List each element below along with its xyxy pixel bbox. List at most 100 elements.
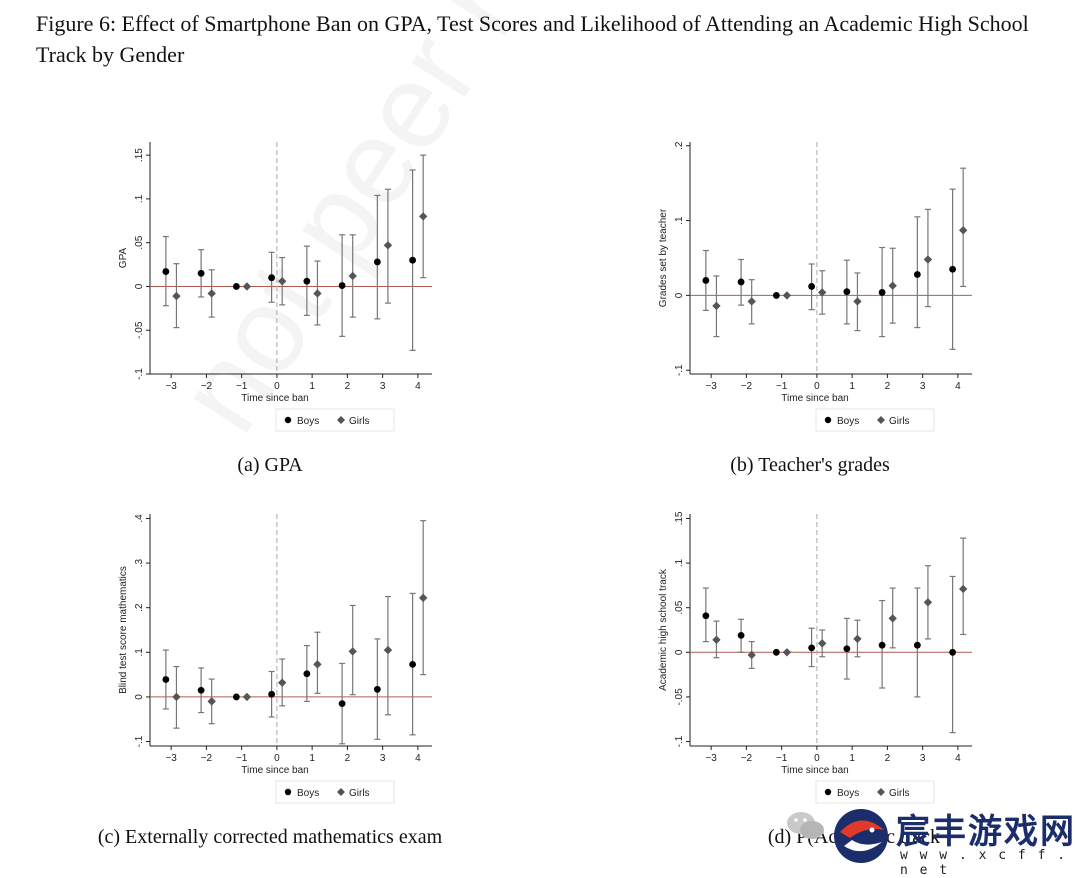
x-tick-label: 3 [920, 381, 926, 392]
point-boys [878, 289, 886, 296]
x-tick-label: 4 [955, 753, 961, 764]
x-tick-label: 3 [380, 381, 386, 392]
point-boys [197, 269, 205, 277]
x-tick-label: 2 [885, 753, 891, 764]
point-girls [958, 226, 968, 235]
point-girls [888, 614, 897, 623]
point-boys [268, 274, 276, 282]
y-tick-label: -.05 [134, 321, 145, 339]
point-girls [313, 289, 322, 298]
y-tick-label: 0 [134, 694, 145, 700]
point-boys [949, 265, 957, 273]
point-girls [923, 598, 933, 607]
panel-a: -.1 -.05 0 .05 .1 .15 −3 −2 −1 0 1 2 3 4 Time since ba… [0, 118, 540, 490]
y-tick-label: 0 [674, 649, 685, 655]
legend-label-girls: Girls [349, 788, 370, 799]
legend-box [275, 780, 395, 804]
legend-marker-girls [337, 416, 345, 424]
x-tick-label: 2 [885, 381, 891, 392]
y-tick-label: .2 [134, 603, 145, 612]
x-tick-label: 1 [309, 753, 315, 764]
x-tick-label: 1 [849, 381, 855, 392]
site-logo: 宸丰游戏网 w w w . x c f f . n e t [830, 800, 1080, 878]
y-axis-title: Academic high school track [658, 568, 669, 691]
point-girls [817, 639, 827, 648]
y-tick-label: 0 [674, 292, 685, 298]
point-girls [817, 288, 827, 297]
point-boys [338, 700, 346, 708]
point-boys [843, 288, 851, 296]
legend-marker-girls [877, 416, 885, 424]
point-girls [207, 289, 216, 298]
point-girls [242, 692, 252, 702]
point-girls [853, 297, 862, 306]
caption-a: (a) GPA [237, 454, 303, 476]
x-tick-label: −2 [741, 753, 753, 764]
point-girls [383, 241, 393, 250]
x-tick-label: −1 [236, 753, 248, 764]
y-tick-label: .05 [134, 235, 145, 249]
x-tick-label: 0 [274, 753, 280, 764]
point-boys [702, 277, 710, 284]
y-tick-label: -.1 [674, 735, 685, 747]
point-boys [232, 693, 240, 701]
x-axis-title: Time since ban [781, 765, 848, 776]
point-boys [409, 256, 417, 264]
point-girls [747, 650, 756, 660]
chart-academic-track: -.1 -.05 0 .05 .1 .15 −3 −2 −1 0 1 2 3 4 Time since ba… [658, 511, 972, 804]
legend-label-girls: Girls [889, 788, 910, 799]
point-girls [348, 271, 357, 281]
y-tick-label: -.1 [134, 368, 145, 380]
point-girls [172, 291, 181, 301]
legend-box [815, 780, 935, 804]
caption-c: (c) Externally corrected mathematics exa… [97, 826, 443, 848]
legend-label-girls: Girls [349, 416, 370, 427]
chart-teacher-grades: -.1 0 .1 .2 −3 −2 −1 0 1 2 3 4 Time since ban Grades … [658, 141, 972, 432]
point-girls [277, 678, 287, 687]
x-tick-label: −3 [165, 753, 177, 764]
point-boys [303, 670, 311, 678]
x-tick-label: −2 [741, 381, 753, 392]
point-boys [409, 660, 417, 668]
legend-label-boys: Boys [297, 416, 319, 427]
point-boys [737, 631, 745, 639]
y-tick-label: .15 [134, 148, 145, 162]
x-tick-label: 4 [415, 753, 421, 764]
point-boys [702, 612, 710, 620]
legend-marker-boys [284, 788, 292, 796]
point-boys [338, 282, 346, 289]
point-boys [808, 283, 816, 290]
point-boys [737, 278, 745, 286]
point-girls [207, 697, 216, 706]
x-tick-label: −1 [776, 381, 788, 392]
point-girls [958, 584, 968, 594]
logo-url: w w w . x c f f . n e t [900, 848, 1068, 878]
point-boys [878, 641, 886, 649]
figure-title: Figure 6: Effect of Smartphone Ban on GP… [36, 11, 1029, 67]
point-boys [808, 644, 816, 652]
x-tick-label: 0 [274, 381, 280, 392]
y-tick-label: .15 [674, 511, 685, 525]
x-tick-label: −3 [165, 381, 177, 392]
logo-name: 宸丰游戏网 [896, 812, 1076, 852]
y-tick-label: -.1 [134, 735, 145, 747]
x-tick-label: 0 [814, 381, 820, 392]
y-tick-label: .1 [134, 648, 145, 657]
fish-logo-icon [834, 809, 888, 863]
y-tick-label: .1 [674, 216, 685, 225]
legend-box [815, 408, 935, 432]
x-axis-title: Time since ban [241, 765, 308, 776]
x-tick-label: −3 [705, 381, 717, 392]
y-axis-title: Grades set by teacher [658, 208, 669, 307]
legend-marker-boys [284, 416, 292, 424]
point-girls [172, 692, 181, 702]
point-girls [782, 291, 792, 300]
point-boys [772, 292, 780, 299]
y-tick-label: -.1 [674, 364, 685, 376]
x-tick-label: 1 [309, 381, 315, 392]
y-tick-label: .1 [674, 558, 685, 567]
legend-marker-girls [877, 788, 885, 796]
y-tick-label: .4 [134, 514, 145, 523]
point-boys [268, 690, 276, 698]
y-tick-label: .05 [674, 600, 685, 614]
